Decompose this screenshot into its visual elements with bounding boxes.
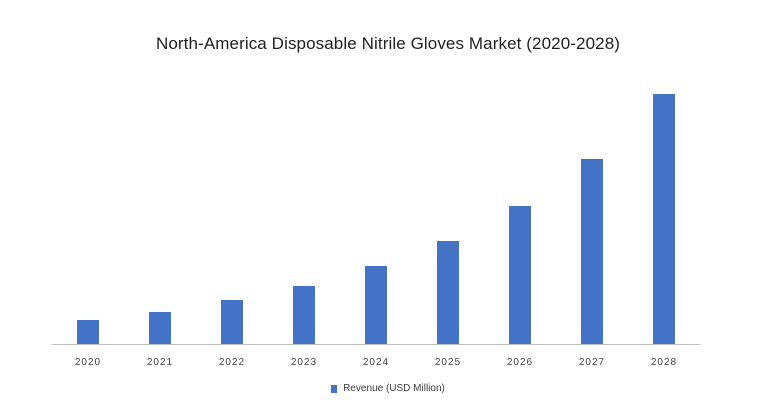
bar-2025 [437, 241, 459, 344]
x-tick-label-2027: 2027 [579, 357, 605, 368]
x-tick-label-2026: 2026 [507, 357, 533, 368]
x-tick-label-2021: 2021 [147, 357, 173, 368]
legend: Revenue (USD Million) [0, 383, 776, 394]
bar-2028 [653, 94, 675, 344]
bar-2026 [509, 206, 531, 344]
bar-2027 [581, 159, 603, 344]
legend-label: Revenue (USD Million) [343, 383, 445, 394]
bar-2022 [221, 300, 243, 344]
legend-swatch-icon [331, 384, 338, 393]
bar-2023 [293, 286, 315, 344]
bar-2024 [365, 266, 387, 344]
chart-title: North-America Disposable Nitrile Gloves … [155, 34, 621, 53]
bar-2021 [149, 312, 171, 344]
x-tick-label-2022: 2022 [219, 357, 245, 368]
x-tick-label-2024: 2024 [363, 357, 389, 368]
x-tick-label-2028: 2028 [651, 357, 677, 368]
x-tick-label-2023: 2023 [291, 357, 317, 368]
x-tick-label-2025: 2025 [435, 357, 461, 368]
bars-group [77, 94, 675, 344]
x-tick-label-2020: 2020 [75, 357, 101, 368]
tick-labels-group: 2020 2021 2022 2023 2024 2025 2026 2027 2028 [75, 357, 677, 368]
bar-2020 [77, 320, 99, 344]
